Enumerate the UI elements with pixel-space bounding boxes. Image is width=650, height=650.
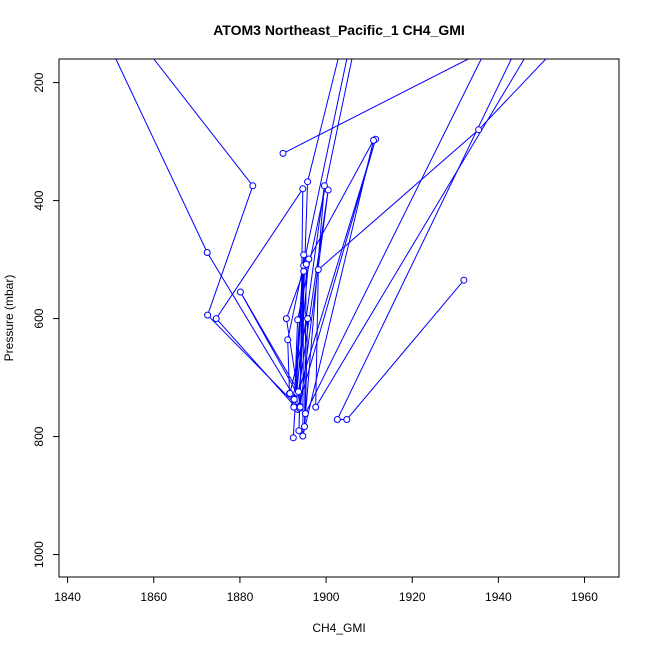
data-point [299,185,307,193]
data-point [460,276,468,284]
data-point [284,336,292,344]
x-tick-label: 1860 [140,590,167,604]
data-point [475,126,483,134]
data-point [312,403,320,411]
data-point [203,249,211,256]
data-point [302,260,310,268]
x-axis: 1840 1860 1880 1900 1920 1940 1960 [54,576,598,604]
data-point [286,390,294,397]
data-point [301,410,309,418]
data-point [236,288,244,296]
chart-title: ATOM3 Northeast_Pacific_1 CH4_GMI [213,22,465,38]
series-line-4 [282,59,469,154]
data-point [304,178,312,186]
y-tick-label: 800 [32,426,46,446]
data-point [295,427,303,435]
y-tick-label: 400 [32,190,46,210]
data-point [282,315,290,323]
data-point [204,311,212,319]
x-axis-title: CH4_GMI [312,621,365,635]
x-tick-label: 1940 [485,590,512,604]
data-point [300,251,308,259]
data-point [289,434,297,442]
data-point [324,186,332,194]
data-point [333,416,341,423]
data-point [249,182,257,190]
data-point [370,136,377,144]
data-point [314,266,322,274]
y-tick-label: 200 [32,72,46,92]
y-axis-title: Pressure (mbar) [2,275,16,362]
data-point [299,432,307,440]
data-point [304,315,312,323]
data-point [212,315,220,323]
x-tick-label: 1900 [313,590,340,604]
x-tick-label: 1920 [399,590,426,604]
data-point [296,403,304,411]
data-point [300,267,308,275]
y-axis: 200 400 600 800 1000 [32,72,60,568]
series-line-6 [336,59,512,420]
data-point [295,388,302,396]
y-tick-label: 1000 [32,541,46,568]
marker-layer [203,126,483,442]
x-tick-label: 1960 [571,590,598,604]
y-tick-label: 600 [32,308,46,328]
data-point [290,403,298,411]
data-point [320,182,328,190]
x-tick-label: 1880 [227,590,254,604]
x-tick-label: 1840 [54,590,81,604]
data-point [290,395,298,403]
data-point [279,149,287,157]
data-point [301,423,308,431]
data-point [343,416,351,423]
series-line-1 [115,59,377,411]
data-point [294,316,302,324]
